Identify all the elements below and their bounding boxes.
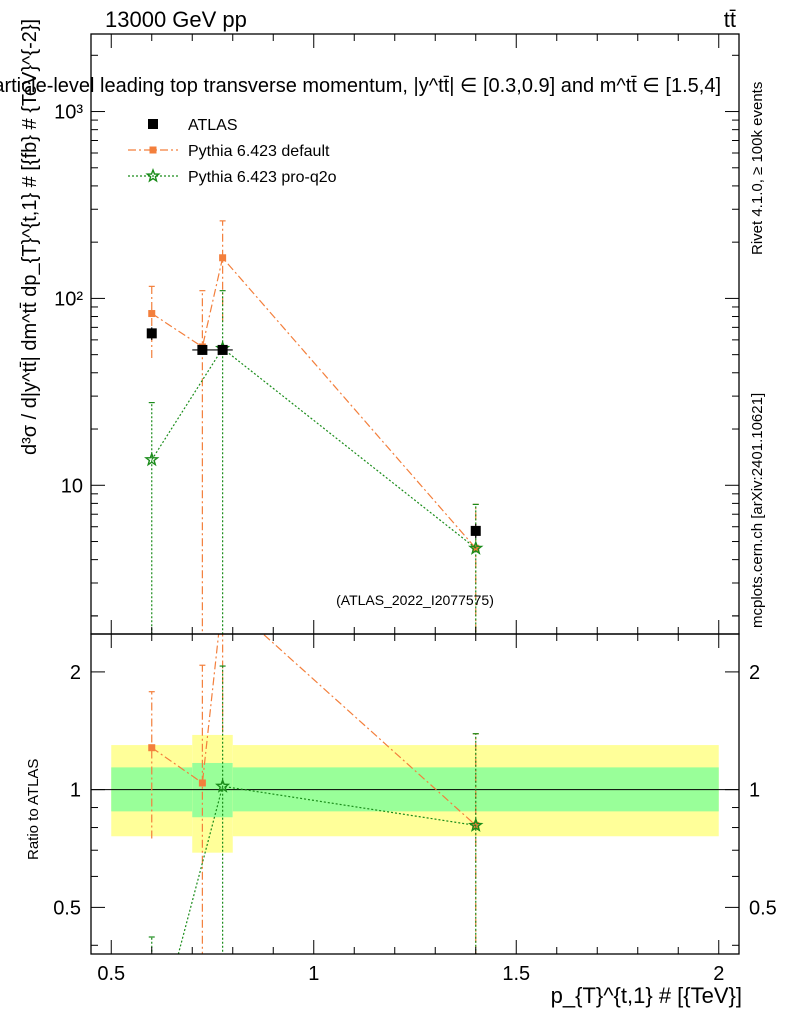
main-plot xyxy=(144,220,484,634)
legend: ATLAS Pythia 6.423 default Pythia 6.423 pr… xyxy=(128,117,337,186)
x-axis-title: p_{T}^{t,1} # [{TeV}] xyxy=(551,983,742,1008)
y-tick-label-0: 10 xyxy=(61,475,83,497)
marker-pythia-6-423-pro-q2o-0 xyxy=(144,451,160,467)
analysis-watermark: (ATLAS_2022_I2077575) xyxy=(336,592,494,608)
plot-title: Particle-level leading top transverse mo… xyxy=(0,75,721,97)
legend-label-pythia-6-423-default: Pythia 6.423 default xyxy=(188,143,330,160)
ratio-y-tick-label-1: 1 xyxy=(70,780,81,802)
y-tick-label-1: 10² xyxy=(54,288,83,310)
x-tick-label-3: 2 xyxy=(713,963,724,985)
legend-marker-pythia-6-423-pro-q2o xyxy=(145,168,161,183)
legend-label-atlas: ATLAS xyxy=(188,117,238,134)
x-tick-label-1: 1 xyxy=(308,963,319,985)
ratio-y-tick-label-right-2: 2 xyxy=(749,662,760,684)
y-tick-label-2: 10³ xyxy=(54,102,83,124)
ratio-line-pythia-6-423-default xyxy=(151,634,477,826)
legend-marker-atlas xyxy=(148,119,158,129)
x-tick-label-0: 0.5 xyxy=(97,963,125,985)
series-line-pythia-6-423-pro-q2o xyxy=(151,347,477,549)
marker-atlas-2 xyxy=(217,344,228,355)
process-label: tt̄ xyxy=(724,7,736,32)
x-tick-label-2: 1.5 xyxy=(502,963,530,985)
marker-atlas-1 xyxy=(197,344,208,355)
ratio-marker-pythia-6-423-pro-q2o-1 xyxy=(215,778,231,793)
legend-marker-pythia-6-423-default xyxy=(149,146,157,154)
legend-label-pythia-6-423-pro-q2o: Pythia 6.423 pro-q2o xyxy=(188,169,337,186)
ratio-marker-pythia-6-423-default-1 xyxy=(198,779,206,787)
marker-atlas-0 xyxy=(146,328,157,339)
marker-pythia-6-423-default-2 xyxy=(219,254,227,262)
ratio-y-tick-label-right-0: 0.5 xyxy=(749,897,777,919)
series-line-pythia-6-423-default xyxy=(151,256,477,549)
mcplots-label: mcplots.cern.ch [arXiv:2401.10621] xyxy=(749,393,766,628)
main-y-axis-title: d³σ / d|y^tt̄| dm^tt̄ dp_{T}^{t,1} # [{f… xyxy=(19,19,41,455)
axes: 0.5 1 1.5 2 10 10² 10³ 0.5 0.5 1 1 2 2 xyxy=(53,33,777,985)
ratio-y-axis-title: Ratio to ATLAS xyxy=(25,759,42,860)
marker-pythia-6-423-pro-q2o-2 xyxy=(468,540,484,555)
marker-pythia-6-423-default-0 xyxy=(148,310,156,318)
energy-label: 13000 GeV pp xyxy=(105,7,247,32)
ratio-marker-pythia-6-423-pro-q2o-2 xyxy=(468,817,484,832)
ratio-y-tick-label-0: 0.5 xyxy=(53,897,81,919)
ratio-plot xyxy=(91,634,739,954)
ratio-y-tick-label-right-1: 1 xyxy=(749,780,760,802)
ratio-marker-pythia-6-423-default-0 xyxy=(148,744,156,752)
ratio-frame xyxy=(90,633,740,955)
rivet-label: Rivet 4.1.0, ≥ 100k events xyxy=(749,82,766,255)
ratio-y-tick-label-2: 2 xyxy=(70,662,81,684)
marker-atlas-3 xyxy=(470,525,481,536)
